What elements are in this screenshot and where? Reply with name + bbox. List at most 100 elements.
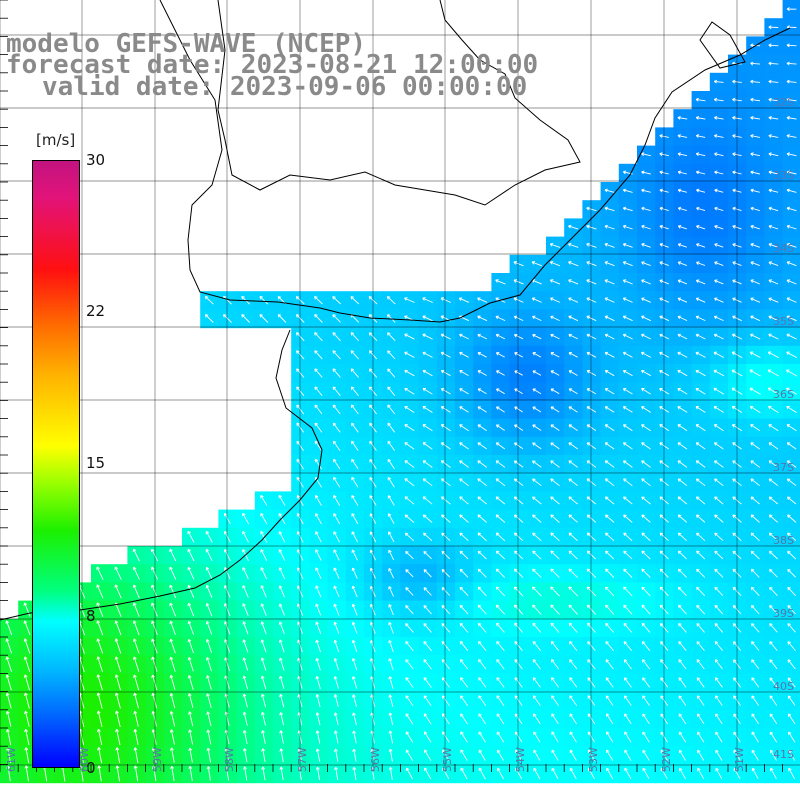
wind-arrow (733, 767, 741, 780)
wind-arrow (405, 569, 414, 578)
wind-arrow (713, 387, 725, 395)
wind-arrow (351, 676, 358, 689)
wind-arrow (642, 677, 650, 688)
wind-arrow (605, 659, 614, 670)
wind-arrow (586, 514, 597, 523)
wind-arrow (696, 641, 705, 651)
wind-arrow (205, 639, 213, 653)
wind-arrow (405, 767, 413, 780)
wind-arrow (714, 622, 724, 633)
wind-arrow (786, 43, 797, 48)
wind-arrow (388, 549, 395, 561)
wind-arrow (550, 388, 560, 395)
wind-arrow (350, 368, 359, 378)
wind-arrow (786, 478, 797, 487)
wind-arrow (206, 693, 212, 708)
wind-arrow (333, 603, 340, 616)
wind-arrow (533, 713, 541, 725)
wind-arrow (569, 713, 577, 725)
wind-arrow (568, 224, 579, 230)
wind-arrow (696, 677, 705, 688)
colorbar-unit: [m/s] (36, 131, 76, 149)
wind-arrow (24, 710, 30, 727)
wind-arrow (440, 406, 451, 413)
wind-arrow (495, 442, 506, 450)
wind-arrow (714, 586, 724, 597)
wind-arrow (332, 350, 341, 360)
wind-arrow (333, 513, 340, 525)
wind-arrow (677, 243, 687, 248)
wind-arrow (115, 728, 121, 746)
wind-arrow (769, 731, 778, 743)
wind-arrow (315, 748, 321, 762)
wind-arrow (604, 442, 615, 450)
wind-arrow (768, 297, 779, 303)
wind-arrow (695, 369, 706, 377)
wind-arrow (188, 711, 194, 727)
wind-arrow (333, 585, 340, 598)
wind-arrow (642, 659, 651, 670)
wind-arrow (314, 458, 323, 470)
wind-arrow (513, 442, 524, 450)
wind-arrow (388, 712, 394, 726)
wind-arrow (606, 731, 614, 743)
wind-arrow (769, 695, 778, 706)
wind-arrow (387, 531, 395, 543)
wind-arrow (440, 369, 451, 377)
wind-arrow (496, 370, 505, 376)
wind-arrow (678, 767, 686, 780)
wind-arrow (514, 352, 524, 358)
wind-arrow (423, 550, 432, 560)
colorbar-tick-8: 8 (86, 607, 96, 625)
wind-arrow (568, 514, 578, 523)
wind-arrow (623, 514, 633, 523)
wind-arrow (132, 584, 140, 599)
wind-arrow (587, 749, 595, 761)
wind-arrow (678, 622, 687, 633)
wind-arrow (495, 478, 506, 487)
wind-arrow (96, 620, 104, 636)
wind-arrow (569, 659, 578, 670)
wind-arrow (187, 530, 195, 543)
wind-arrow (550, 460, 560, 468)
wind-arrow (514, 695, 523, 706)
wind-arrow (422, 333, 433, 340)
wind-arrow (532, 695, 541, 706)
wind-arrow (333, 458, 341, 470)
wind-arrow (714, 279, 724, 285)
wind-arrow (514, 550, 524, 560)
wind-arrow (549, 242, 561, 248)
wind-arrow (514, 424, 524, 431)
wind-arrow (513, 586, 524, 597)
coastline (0, 0, 791, 621)
wind-arrow (715, 749, 723, 761)
wind-arrow (568, 388, 578, 395)
wind-arrow (187, 638, 194, 654)
wind-arrow (351, 603, 358, 616)
wind-arrow (551, 767, 559, 780)
wind-arrow (440, 351, 451, 358)
wind-arrow (678, 641, 687, 651)
wind-arrow (677, 369, 688, 377)
wind-arrow (750, 424, 761, 432)
wind-arrow (405, 677, 414, 688)
wind-arrow (278, 621, 285, 635)
wind-arrow (768, 134, 779, 138)
wind-arrow (768, 478, 779, 487)
wind-arrow (478, 749, 486, 761)
wind-arrow (715, 695, 723, 706)
wind-arrow (332, 332, 341, 342)
wind-arrow (496, 622, 505, 633)
wind-arrow (768, 315, 779, 322)
wind-arrow (768, 550, 778, 560)
wind-arrow (388, 604, 394, 616)
wind-arrow (696, 622, 705, 633)
wind-arrow (114, 674, 121, 691)
wind-arrow (441, 587, 451, 596)
wind-arrow (604, 297, 615, 303)
wind-arrow (787, 695, 796, 706)
wind-arrow (242, 711, 248, 726)
wind-arrow (551, 749, 559, 761)
wind-arrow (532, 478, 542, 487)
wind-speed-cell (782, 455, 800, 474)
